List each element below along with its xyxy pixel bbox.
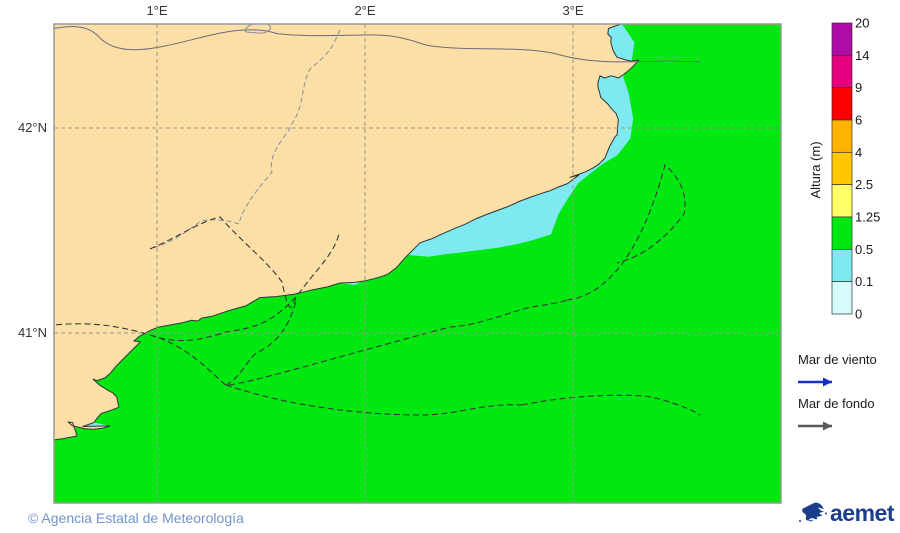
svg-text:1.25: 1.25	[855, 210, 880, 225]
svg-text:© Agencia Estatal de Meteorolo: © Agencia Estatal de Meteorología	[28, 510, 244, 526]
svg-text:20: 20	[855, 16, 869, 31]
svg-text:2.5: 2.5	[855, 177, 873, 192]
svg-text:aemet: aemet	[830, 500, 895, 526]
svg-text:41°N: 41°N	[18, 325, 47, 340]
svg-text:3°E: 3°E	[562, 3, 583, 18]
svg-text:0.1: 0.1	[855, 274, 873, 289]
svg-text:0.5: 0.5	[855, 242, 873, 257]
svg-text:42°N: 42°N	[18, 120, 47, 135]
svg-text:0: 0	[855, 307, 862, 322]
svg-text:6: 6	[855, 113, 862, 128]
svg-text:14: 14	[855, 48, 869, 63]
svg-text:Mar de viento: Mar de viento	[798, 352, 877, 367]
svg-text:9: 9	[855, 80, 862, 95]
svg-text:Altura (m): Altura (m)	[808, 141, 823, 198]
svg-text:2°E: 2°E	[354, 3, 375, 18]
svg-text:4: 4	[855, 145, 862, 160]
svg-text:Mar de fondo: Mar de fondo	[798, 396, 875, 411]
svg-text:1°E: 1°E	[146, 3, 167, 18]
